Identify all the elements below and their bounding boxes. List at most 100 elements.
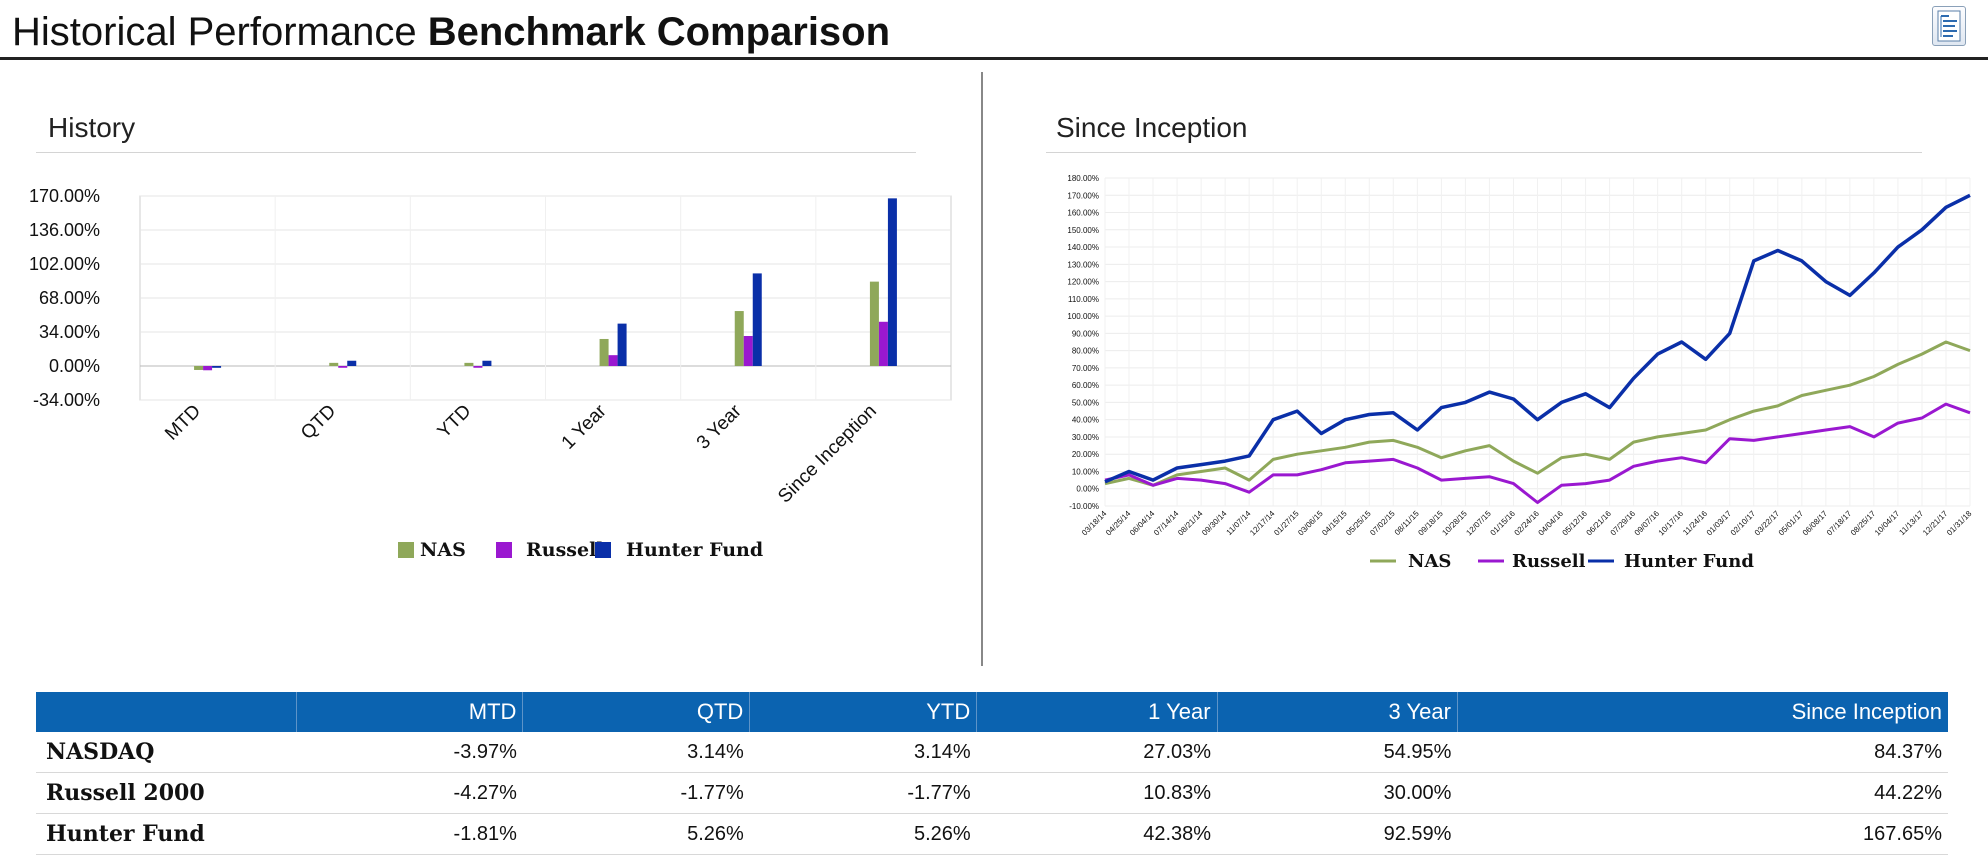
- cell-qtd: 5.26%: [522, 813, 750, 855]
- y-tick-label: 90.00%: [1072, 329, 1099, 338]
- x-tick-label: MTD: [161, 401, 205, 445]
- cell-mtd: -3.97%: [296, 732, 523, 773]
- x-tick-label: 05/25/15: [1344, 509, 1373, 538]
- x-tick-label: QTD: [297, 401, 340, 444]
- table-row: Russell 2000 -4.27% -1.77% -1.77% 10.83%…: [36, 772, 1948, 814]
- x-tick-label: 02/10/17: [1729, 509, 1758, 538]
- y-tick-label: 0.00%: [49, 356, 100, 376]
- x-tick-label: 07/18/17: [1825, 509, 1854, 538]
- history-bar-chart: 170.00% 136.00% 102.00% 68.00% 34.00% 0.00% -3…: [29, 186, 952, 507]
- cell-1-year: 42.38%: [976, 813, 1218, 855]
- page-header: Historical Performance Benchmark Compari…: [0, 0, 1988, 60]
- bar-nas-qtd: [329, 362, 339, 366]
- x-tick-label: 03/18/14: [1080, 509, 1109, 538]
- cell-3-year: 30.00%: [1217, 772, 1458, 814]
- x-tick-label: 07/14/14: [1152, 509, 1181, 538]
- x-tick-label: 1 Year: [558, 400, 611, 453]
- x-tick-label: 10/04/17: [1873, 509, 1902, 538]
- x-tick-label: 09/07/16: [1633, 509, 1662, 538]
- cell-qtd: 3.14%: [522, 732, 750, 773]
- bar-hunter-fund-mtd: [212, 366, 222, 368]
- table-header-since-inception: Since Inception: [1457, 692, 1948, 732]
- y-tick-label: 170.00%: [1067, 191, 1099, 200]
- y-tick-label: 50.00%: [1072, 398, 1099, 407]
- legend-label-hunter-fund: Hunter Fund: [626, 539, 763, 561]
- row-label: Russell 2000: [36, 772, 296, 814]
- y-tick-label: -34.00%: [33, 390, 100, 410]
- bar-nas-mtd: [194, 366, 204, 370]
- y-tick-label: 60.00%: [1072, 381, 1099, 390]
- y-tick-label: 136.00%: [29, 220, 100, 240]
- x-tick-label: 03/06/15: [1296, 509, 1325, 538]
- y-tick-label: 34.00%: [39, 322, 100, 342]
- table-header-blank: [36, 692, 297, 732]
- y-tick-label: -10.00%: [1069, 502, 1099, 511]
- x-tick-label: 01/15/16: [1489, 509, 1518, 538]
- y-tick-label: 68.00%: [39, 288, 100, 308]
- x-tick-label: 08/21/14: [1176, 509, 1205, 538]
- legend-label-nas: NAS: [420, 539, 466, 561]
- y-tick-label: 180.00%: [1067, 174, 1099, 183]
- series-line-russell: [1104, 402, 1971, 504]
- legend-label-russell: Russell: [526, 539, 604, 561]
- x-tick-label: 03/22/17: [1753, 509, 1782, 538]
- table-header-1-year: 1 Year: [976, 692, 1218, 732]
- spreadsheet-export-icon: [1937, 10, 1961, 42]
- bar-hunter-fund-3-year: [752, 273, 762, 366]
- y-tick-label: 130.00%: [1067, 260, 1099, 269]
- legend-label-nas: NAS: [1408, 551, 1451, 572]
- panel-divider: [981, 72, 983, 666]
- x-tick-label: 08/25/17: [1849, 509, 1878, 538]
- y-tick-label: 80.00%: [1072, 347, 1099, 356]
- x-tick-label: 04/04/16: [1537, 509, 1566, 538]
- x-tick-label: 05/12/16: [1561, 509, 1590, 538]
- y-tick-label: 102.00%: [29, 254, 100, 274]
- table-row: NASDAQ -3.97% 3.14% 3.14% 27.03% 54.95% …: [36, 732, 1948, 773]
- bar-russell-mtd: [203, 366, 213, 371]
- x-tick-label: 04/25/14: [1104, 509, 1133, 538]
- x-tick-label: 10/28/15: [1440, 509, 1469, 538]
- cell-1-year: 10.83%: [976, 772, 1218, 814]
- legend-swatch-hunter-fund: [595, 542, 611, 558]
- x-tick-label: 06/04/14: [1128, 509, 1157, 538]
- table-header-qtd: QTD: [522, 692, 751, 732]
- bar-russell-since-inception: [878, 321, 888, 366]
- x-tick-label: 01/31/18: [1945, 509, 1974, 538]
- table-header-3-year: 3 Year: [1217, 692, 1458, 732]
- y-tick-label: 110.00%: [1068, 295, 1099, 304]
- history-title: History: [48, 112, 136, 143]
- bar-russell-qtd: [338, 366, 348, 368]
- table-header-mtd: MTD: [296, 692, 524, 732]
- legend-label-hunter-fund: Hunter Fund: [1624, 551, 1754, 572]
- y-tick-label: 20.00%: [1072, 450, 1099, 459]
- cell-1-year: 27.03%: [976, 732, 1218, 773]
- y-tick-label: 160.00%: [1067, 209, 1099, 218]
- bar-hunter-fund-1-year: [617, 323, 627, 366]
- cell-since-inception: 84.37%: [1457, 732, 1948, 773]
- y-tick-label: 140.00%: [1067, 243, 1099, 252]
- since-inception-title-rule: [1046, 152, 1922, 153]
- bar-hunter-fund-since-inception: [887, 198, 897, 366]
- x-tick-label: 07/29/16: [1609, 509, 1638, 538]
- table-header-row: MTD QTD YTD 1 Year 3 Year Since Inceptio…: [36, 692, 1948, 732]
- bar-nas-1-year: [599, 338, 609, 366]
- cell-3-year: 54.95%: [1217, 732, 1458, 773]
- page-title: Historical Performance Benchmark Compari…: [12, 8, 890, 56]
- export-spreadsheet-button[interactable]: [1932, 6, 1966, 46]
- bar-russell-3-year: [743, 336, 753, 366]
- cell-ytd: 5.26%: [749, 813, 977, 855]
- legend-label-russell: Russell: [1512, 551, 1586, 572]
- bar-hunter-fund-ytd: [482, 360, 492, 366]
- x-tick-label: 06/08/17: [1801, 509, 1830, 538]
- y-tick-label: 30.00%: [1072, 433, 1099, 442]
- cell-mtd: -1.81%: [296, 813, 523, 855]
- x-tick-label: 06/21/16: [1585, 509, 1614, 538]
- series-line-nas: [1104, 340, 1971, 487]
- row-label: Hunter Fund: [36, 813, 296, 855]
- x-tick-label: 09/18/15: [1416, 509, 1445, 538]
- y-tick-label: 40.00%: [1072, 416, 1099, 425]
- x-tick-label: 02/24/16: [1513, 509, 1542, 538]
- since-inception-line-chart: 180.00% 170.00% 160.00% 150.00% 140.00% 130.0…: [1067, 174, 1973, 538]
- since-inception-title: Since Inception: [1056, 112, 1248, 143]
- x-tick-label: 01/27/15: [1272, 509, 1301, 538]
